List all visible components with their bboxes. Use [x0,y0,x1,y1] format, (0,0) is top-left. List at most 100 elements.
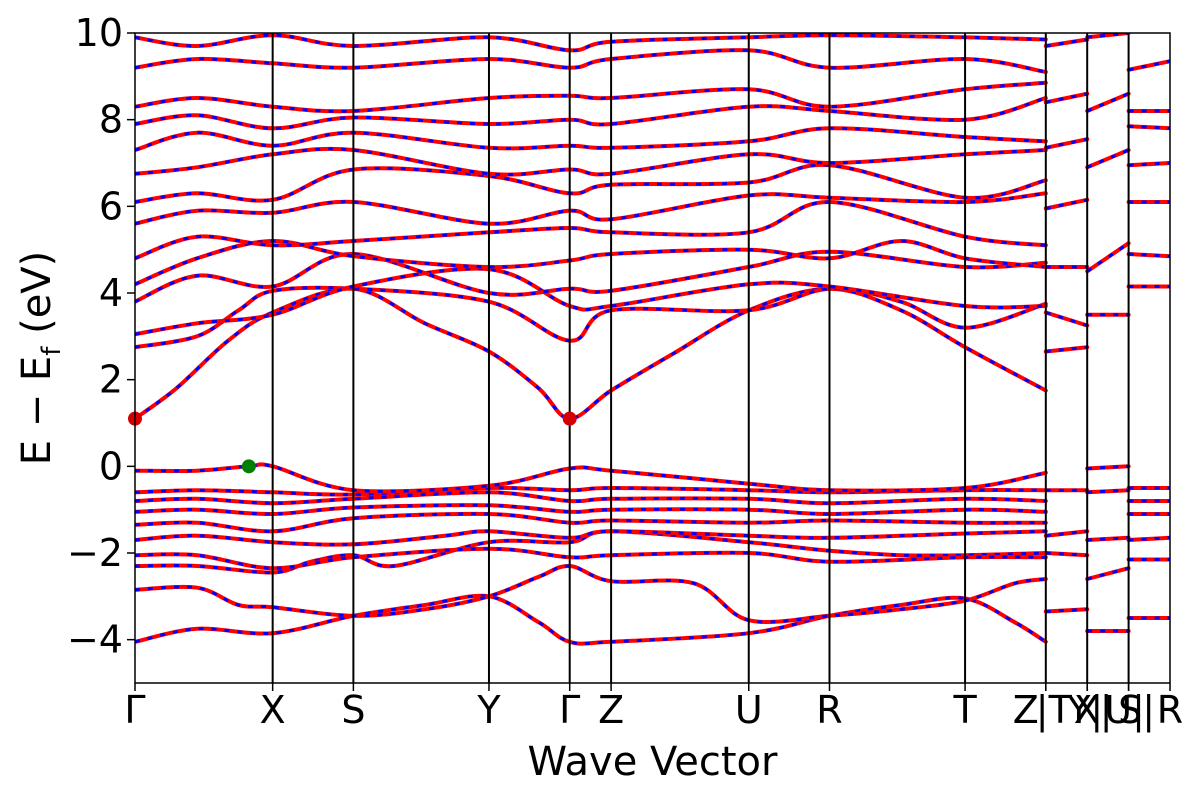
band-line-57 [1126,59,1170,72]
band-3-solid [135,546,1048,571]
band-line-29 [1043,91,1090,105]
band-4-dashed [135,529,1046,547]
band-27-solid [1043,197,1090,211]
band-52-solid [1126,252,1170,259]
band-line-33 [1043,551,1090,558]
band-36-solid [1085,488,1131,495]
band-line-23 [135,33,1048,53]
y-tick-label-2: 0 [99,444,123,488]
band-line-42 [1085,148,1131,170]
band-23-dashed [135,33,1046,52]
band-57-solid [1126,59,1170,72]
band-line-30 [1043,37,1090,48]
band-line-34 [1043,607,1090,614]
band-16-dashed [135,191,1046,226]
band-line-18 [135,146,1048,177]
band-10-dashed [135,287,1047,421]
band-23-solid [135,33,1048,53]
band-line-10 [135,286,1048,421]
band-34-solid [1043,607,1090,614]
plot-frame [134,32,1171,684]
y-axis-title-unit: (eV) [14,251,60,347]
x-tick-label-9: Z [1013,688,1039,732]
x-tick-label-6: U [735,688,763,732]
band-18-dashed [135,147,1046,177]
band-28-solid [1043,137,1090,150]
band-line-3 [135,546,1048,571]
band-line-52 [1126,252,1170,259]
x-axis-title: Wave Vector [528,739,779,785]
band-line-14 [135,238,1048,287]
x-tick-label-10: |T [1036,688,1073,733]
band-2-dashed [135,529,1046,575]
x-tick-label-0: Γ [124,688,145,732]
vbm-marker-2 [241,459,256,474]
band-line-15 [135,199,1048,261]
y-axis-ticks: −4 −2 0 2 4 6 8 10 [67,11,135,662]
band-55-solid [1126,124,1170,131]
band-18-solid [135,146,1048,177]
band-42-solid [1085,148,1131,170]
band-24-solid [1043,345,1090,354]
band-17-solid [135,162,1048,204]
band-line-1 [135,563,1048,624]
x-tick-label-7: R [816,688,842,732]
band-25-solid [1043,310,1090,328]
band-38-solid [1085,566,1131,581]
y-tick-label-6: 8 [99,98,123,142]
x-tick-label-2: S [341,688,365,732]
x-tick-label-12: X| [1074,688,1113,733]
y-tick-label-1: −2 [67,531,123,575]
extrema-markers [128,411,577,474]
x-tick-label-13: U| [1104,688,1145,733]
x-tick-label-11: Y| [1066,688,1103,733]
x-tick-label-4: Γ [559,688,580,732]
band-line-5 [135,511,1048,534]
band-line-54 [1126,161,1170,168]
band-20-dashed [135,96,1047,130]
band-line-13 [135,249,1048,304]
band-0-dashed [135,594,1047,646]
y-tick-label-0: −4 [67,618,123,662]
band-line-32 [1043,529,1090,538]
band-43-solid [1085,91,1131,113]
band-line-19 [135,126,1048,152]
band-line-43 [1085,91,1131,113]
band-37-solid [1085,535,1131,542]
band-line-17 [135,162,1048,204]
kpath-lines [271,33,1130,683]
band-line-38 [1085,566,1131,581]
x-axis-ticks: Γ X S Y Γ Z U R T Z|TY|X|U|S| R [124,683,1183,733]
x-tick-label-8: T [952,688,977,732]
band-line-37 [1085,535,1131,542]
band-line-24 [1043,345,1090,354]
x-tick-label-5: Z [598,688,624,732]
band-54-solid [1126,161,1170,168]
band-11-dashed [135,286,1047,349]
band-3-dashed [135,547,1046,570]
band-14-dashed [135,239,1046,286]
cbm-marker-1 [562,411,577,426]
band-line-28 [1043,137,1090,150]
band-7-dashed [135,490,1046,505]
band-15-solid [135,199,1048,261]
x-tick-label-3: Y [476,688,501,732]
band-line-2 [135,529,1048,575]
band-line-7 [135,490,1048,506]
y-axis-title-main: E − E [14,356,60,466]
band-line-27 [1043,197,1090,211]
band-14-solid [135,238,1048,287]
band-line-20 [135,96,1048,131]
band-12-dashed [135,267,1046,336]
band-line-0 [135,593,1048,646]
band-41-dashed [1086,241,1130,273]
band-19-dashed [135,126,1046,152]
band-line-35 [1085,464,1131,471]
band-line-55 [1126,124,1170,131]
x-tick-label-1: X [260,688,286,732]
band-line-25 [1043,310,1090,328]
y-axis-title-subscript: f [37,346,67,356]
band-13-solid [135,249,1048,304]
y-tick-label-5: 6 [99,184,123,228]
x-tick-label-15: R [1157,688,1183,732]
